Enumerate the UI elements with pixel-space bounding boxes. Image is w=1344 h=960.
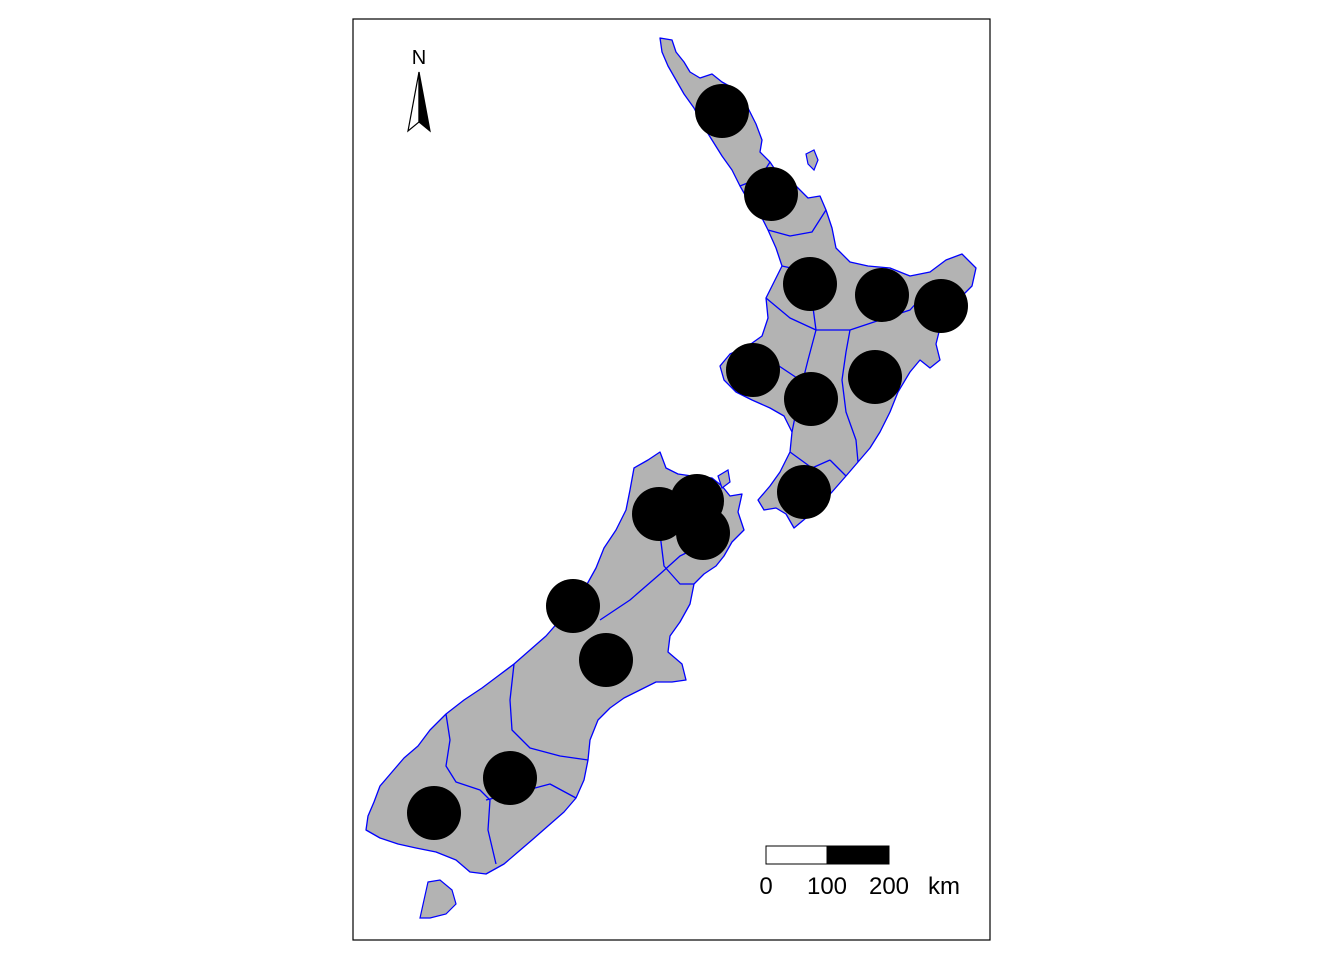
scale-tick-0: 0 — [759, 873, 772, 900]
marker-wellington — [777, 465, 831, 519]
marker-manawatu-wanganui — [784, 372, 838, 426]
marker-waikato — [783, 257, 837, 311]
south-island-outline — [365, 451, 745, 875]
marker-gisborne — [914, 279, 968, 333]
marker-otago — [483, 751, 537, 805]
north-arrow-icon — [407, 71, 431, 133]
marker-hawkes-bay — [848, 350, 902, 404]
marker-auckland — [744, 167, 798, 221]
durville-island — [717, 469, 731, 489]
marker-southland — [407, 786, 461, 840]
scale-tick-100: 100 — [807, 873, 847, 900]
scale-bar: 0 100 200 km — [759, 845, 960, 900]
scale-unit: km — [928, 873, 960, 900]
south-island — [365, 451, 745, 875]
great-barrier-island — [805, 149, 819, 172]
region-markers — [407, 84, 968, 840]
stewart-island — [419, 879, 457, 919]
scale-bar-segment-black — [826, 845, 890, 865]
north-arrow-label: N — [412, 47, 426, 69]
scale-tick-200: 200 — [869, 873, 909, 900]
marker-west-coast — [546, 579, 600, 633]
marker-bay-of-plenty — [855, 268, 909, 322]
north-arrow: N — [407, 47, 431, 133]
marker-marlborough — [676, 506, 730, 560]
marker-taranaki — [726, 343, 780, 397]
scale-bar-segment-white — [765, 845, 828, 865]
marker-canterbury — [579, 633, 633, 687]
marker-northland — [695, 84, 749, 138]
